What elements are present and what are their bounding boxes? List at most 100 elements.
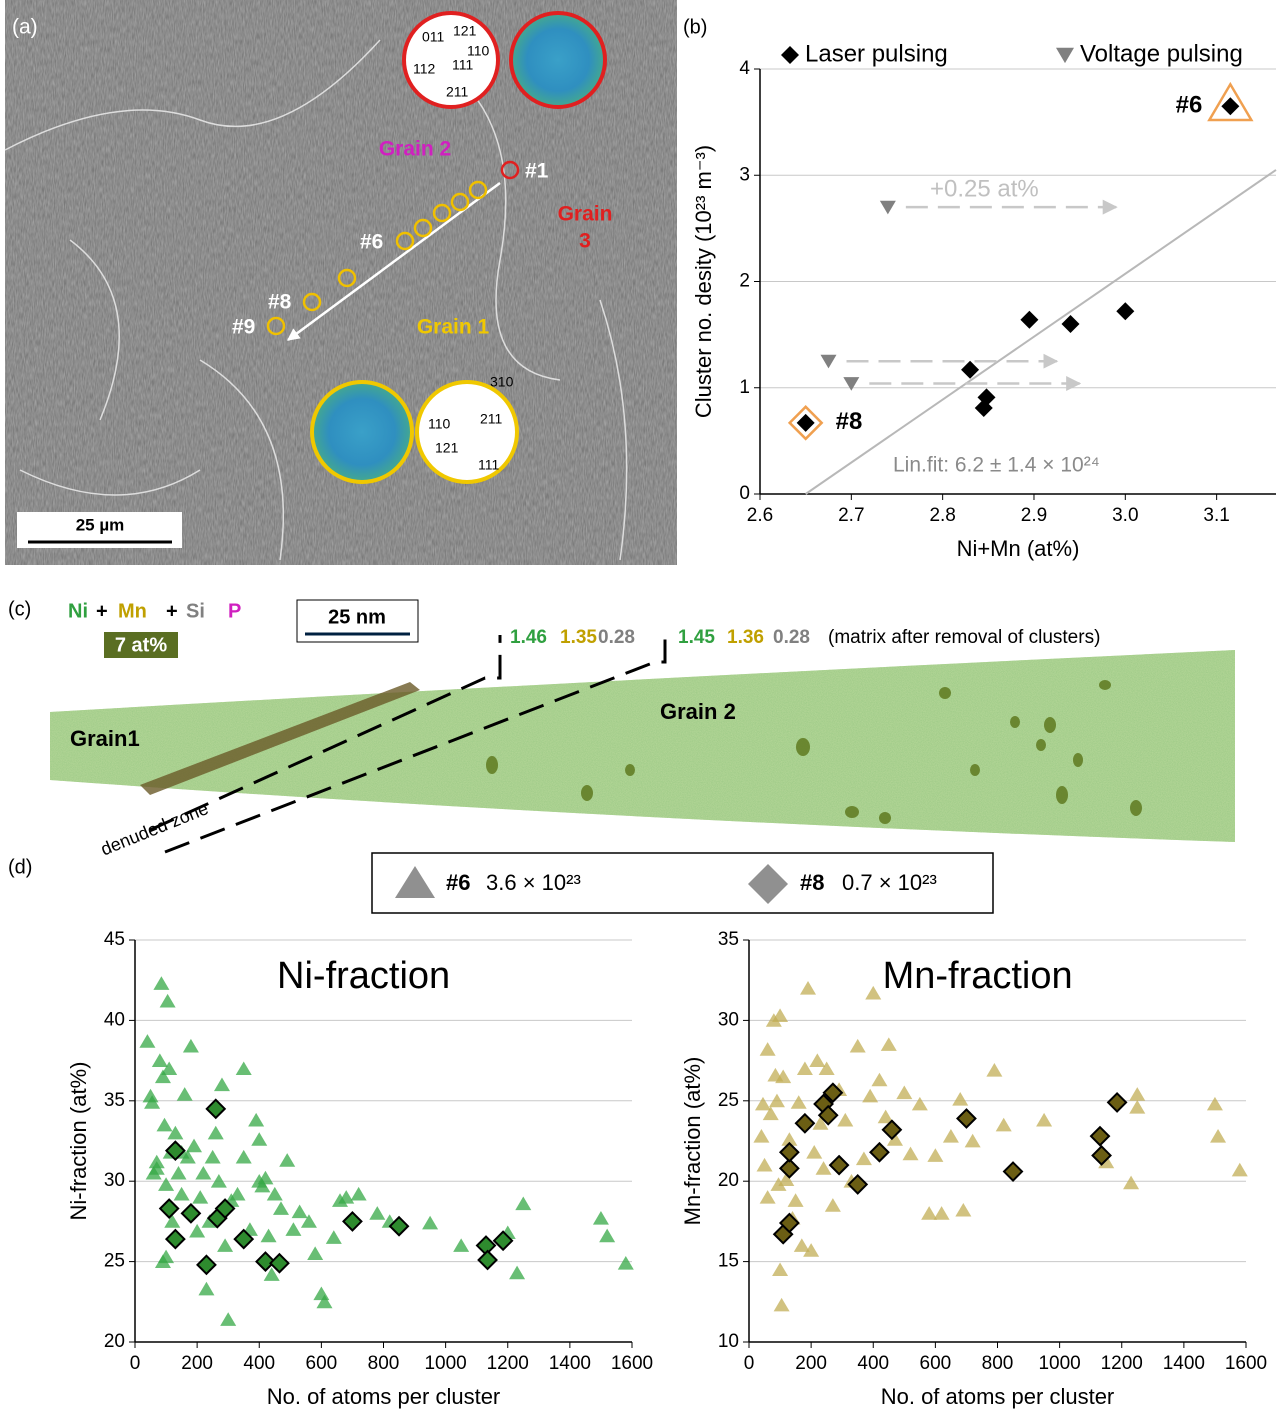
data-point <box>220 1312 236 1326</box>
data-point <box>788 1193 804 1207</box>
y-axis-label: Cluster no. desity (10²³ m⁻³) <box>691 145 716 418</box>
y-tick-label: 35 <box>718 929 739 950</box>
data-point <box>217 1238 233 1252</box>
data-point <box>205 1150 221 1164</box>
pole-label: 112 <box>413 61 436 77</box>
data-point <box>251 1132 267 1146</box>
data-point <box>1004 1163 1022 1181</box>
data-point <box>871 1073 887 1087</box>
iso-label: 7 at% <box>115 634 167 656</box>
y-tick-label: 35 <box>104 1090 125 1111</box>
fit-label: Lin.fit: 6.2 ± 1.4 × 10²⁴ <box>893 454 1100 477</box>
data-point <box>800 981 816 995</box>
pole-label: 110 <box>428 416 451 432</box>
data-point <box>927 1148 943 1162</box>
data-point <box>797 414 815 432</box>
data-point <box>183 1039 199 1053</box>
panel-label: (c) <box>8 598 31 620</box>
data-point <box>757 1158 773 1172</box>
species: + <box>166 600 178 622</box>
x-tick-label: 3.1 <box>1203 505 1229 526</box>
pole-label: 111 <box>478 457 499 473</box>
data-point <box>351 1187 367 1201</box>
data-point <box>791 1095 807 1109</box>
data-point <box>236 1061 252 1075</box>
data-point <box>1232 1163 1248 1177</box>
data-point <box>796 1114 814 1132</box>
x-tick-label: 1600 <box>1225 1353 1267 1374</box>
composition: 0.28 <box>773 627 810 648</box>
x-tick-label: 2.7 <box>838 505 864 526</box>
composition-note: (matrix after removal of clusters) <box>828 627 1100 648</box>
data-point <box>343 1212 361 1230</box>
x-tick-label: 600 <box>920 1353 952 1374</box>
data-point <box>780 1143 798 1161</box>
x-axis-label: No. of atoms per cluster <box>267 1384 501 1409</box>
x-tick-label: 200 <box>795 1353 827 1374</box>
data-point <box>267 1187 283 1201</box>
y-tick-label: 30 <box>718 1009 739 1030</box>
data-point <box>599 1229 615 1243</box>
orientation-map <box>511 13 605 107</box>
grain-label: 3 <box>579 230 591 253</box>
data-point <box>986 1063 1002 1077</box>
y-tick-label: 1 <box>739 377 750 398</box>
data-point <box>809 1053 825 1067</box>
x-tick-label: 0 <box>130 1353 141 1374</box>
data-point <box>292 1205 308 1219</box>
data-point <box>1091 1127 1109 1145</box>
data-point <box>139 1034 155 1048</box>
data-point <box>921 1206 937 1220</box>
data-point <box>755 1097 771 1111</box>
y-axis-label: Ni-fraction (at%) <box>66 1062 91 1221</box>
x-tick-label: 3.0 <box>1112 505 1138 526</box>
x-tick-label: 1200 <box>487 1353 529 1374</box>
data-point <box>182 1204 200 1222</box>
x-tick-label: 1400 <box>549 1353 591 1374</box>
y-tick-label: 10 <box>718 1331 739 1352</box>
x-axis-label: Ni+Mn (at%) <box>957 536 1080 561</box>
data-point <box>236 1150 252 1164</box>
data-point <box>195 1166 211 1180</box>
y-tick-label: 15 <box>718 1251 739 1272</box>
data-point <box>1221 97 1239 115</box>
data-point <box>816 1161 832 1175</box>
pole-label: 121 <box>435 440 459 456</box>
data-point <box>881 1037 897 1051</box>
data-point <box>856 1151 872 1165</box>
y-tick-label: 45 <box>104 929 125 950</box>
pole-figure <box>417 382 517 482</box>
grain-label: Grain1 <box>70 726 140 751</box>
figure: (a) 011 121 110 112 111 211 310 110 211 … <box>0 0 1282 1416</box>
data-point <box>515 1197 531 1211</box>
data-point <box>618 1256 634 1270</box>
data-point <box>160 994 176 1008</box>
data-point <box>957 1109 975 1127</box>
legend-marker <box>781 46 799 64</box>
data-point <box>313 1287 329 1301</box>
data-point <box>820 355 836 369</box>
data-point <box>479 1251 497 1269</box>
data-point <box>248 1113 264 1127</box>
pole-label: 310 <box>490 374 514 390</box>
x-tick-label: 1400 <box>1163 1353 1205 1374</box>
data-point <box>453 1238 469 1252</box>
x-tick-label: 800 <box>368 1353 400 1374</box>
chart-title: Ni-fraction <box>277 955 450 997</box>
data-point <box>157 1118 173 1132</box>
data-point <box>1123 1176 1139 1190</box>
data-point <box>152 1053 168 1067</box>
data-point <box>174 1187 190 1201</box>
data-point <box>825 1198 841 1212</box>
data-point <box>160 1200 178 1218</box>
x-tick-label: 1000 <box>1038 1353 1080 1374</box>
fit-line <box>806 170 1276 494</box>
data-point <box>772 1262 788 1276</box>
data-point <box>830 1156 848 1174</box>
y-tick-label: 25 <box>718 1090 739 1111</box>
x-tick-label: 600 <box>306 1353 338 1374</box>
site-label: #1 <box>525 160 549 183</box>
data-point <box>952 1092 968 1106</box>
annotation: #6 <box>1176 92 1203 119</box>
data-point <box>307 1246 323 1260</box>
